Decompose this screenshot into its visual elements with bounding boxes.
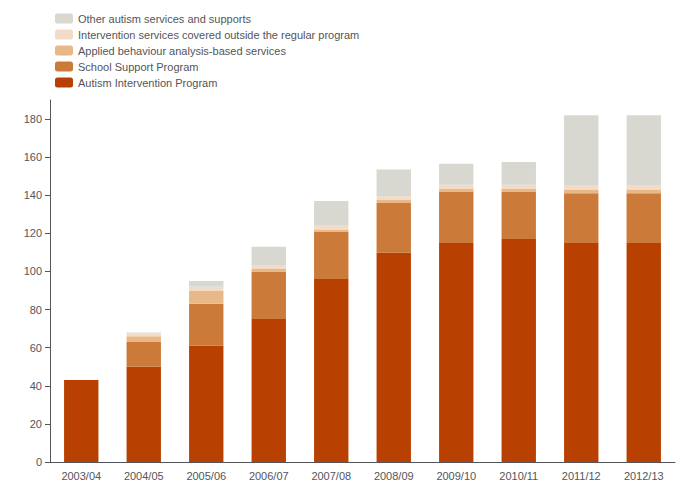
svg-text:Intervention services covered: Intervention services covered outside th… bbox=[78, 29, 359, 41]
svg-text:Autism Intervention Program: Autism Intervention Program bbox=[78, 77, 217, 89]
svg-text:160: 160 bbox=[24, 151, 42, 163]
svg-text:2006/07: 2006/07 bbox=[249, 470, 289, 482]
svg-text:180: 180 bbox=[24, 113, 42, 125]
svg-text:40: 40 bbox=[30, 380, 42, 392]
svg-text:80: 80 bbox=[30, 304, 42, 316]
svg-text:2005/06: 2005/06 bbox=[186, 470, 226, 482]
svg-text:2011/12: 2011/12 bbox=[562, 470, 601, 482]
svg-text:60: 60 bbox=[30, 342, 42, 354]
svg-text:Other autism services and supp: Other autism services and supports bbox=[78, 13, 252, 25]
svg-text:20: 20 bbox=[30, 418, 42, 430]
svg-text:120: 120 bbox=[24, 227, 42, 239]
svg-text:0: 0 bbox=[36, 456, 42, 468]
svg-text:140: 140 bbox=[24, 189, 42, 201]
svg-text:100: 100 bbox=[24, 265, 42, 277]
svg-text:2008/09: 2008/09 bbox=[374, 470, 414, 482]
svg-text:2010/11: 2010/11 bbox=[499, 470, 538, 482]
svg-text:Applied behaviour analysis-bas: Applied behaviour analysis-based service… bbox=[78, 45, 286, 57]
svg-text:2009/10: 2009/10 bbox=[436, 470, 476, 482]
svg-text:School Support Program: School Support Program bbox=[78, 61, 198, 73]
svg-text:2003/04: 2003/04 bbox=[61, 470, 101, 482]
svg-text:2012/13: 2012/13 bbox=[624, 470, 664, 482]
svg-text:2007/08: 2007/08 bbox=[311, 470, 351, 482]
svg-text:2004/05: 2004/05 bbox=[124, 470, 164, 482]
